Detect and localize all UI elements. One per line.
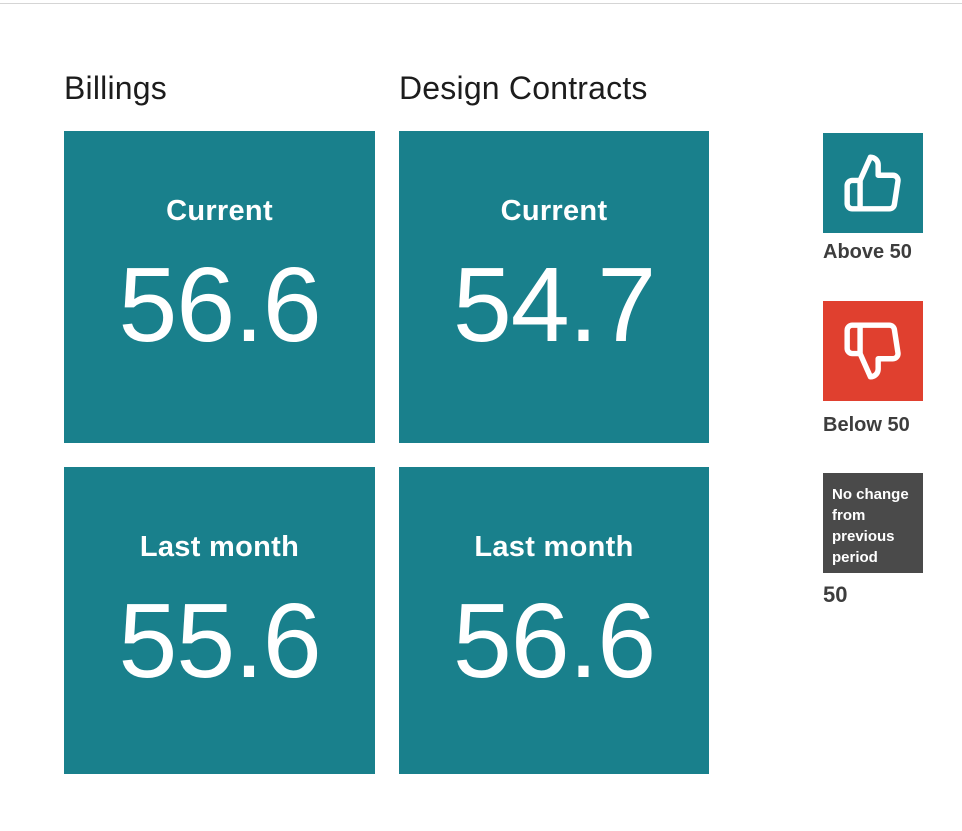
tile-period-label: Last month — [474, 530, 634, 563]
tile-period-label: Current — [500, 194, 608, 227]
billings-last-month-tile: Last month 55.6 — [64, 467, 375, 774]
legend-fifty-label: 50 — [823, 582, 848, 607]
tile-index-value: 56.6 — [452, 581, 656, 700]
design-contracts-last-month-tile: Last month 56.6 — [399, 467, 709, 774]
legend-no-change-text: No change from previous period — [832, 486, 909, 566]
legend-below-label: Below 50 — [823, 414, 910, 436]
design-contracts-column-title: Design Contracts — [399, 70, 648, 106]
tile-index-value: 54.7 — [452, 245, 656, 364]
top-divider-line — [0, 3, 962, 4]
legend-below-swatch — [823, 301, 923, 401]
legend-above-label: Above 50 — [823, 241, 912, 263]
billings-current-tile: Current 56.6 — [64, 131, 375, 443]
design-contracts-current-tile: Current 54.7 — [399, 131, 709, 443]
thumbs-up-icon — [842, 152, 904, 214]
tile-index-value: 55.6 — [118, 581, 321, 700]
tile-period-label: Current — [166, 194, 273, 227]
tile-index-value: 56.6 — [118, 245, 321, 364]
legend-no-change-swatch: No change from previous period — [823, 473, 923, 573]
thumbs-down-icon — [842, 320, 904, 382]
billings-column-title: Billings — [64, 70, 167, 106]
legend-above-swatch — [823, 133, 923, 233]
tile-period-label: Last month — [139, 530, 300, 563]
